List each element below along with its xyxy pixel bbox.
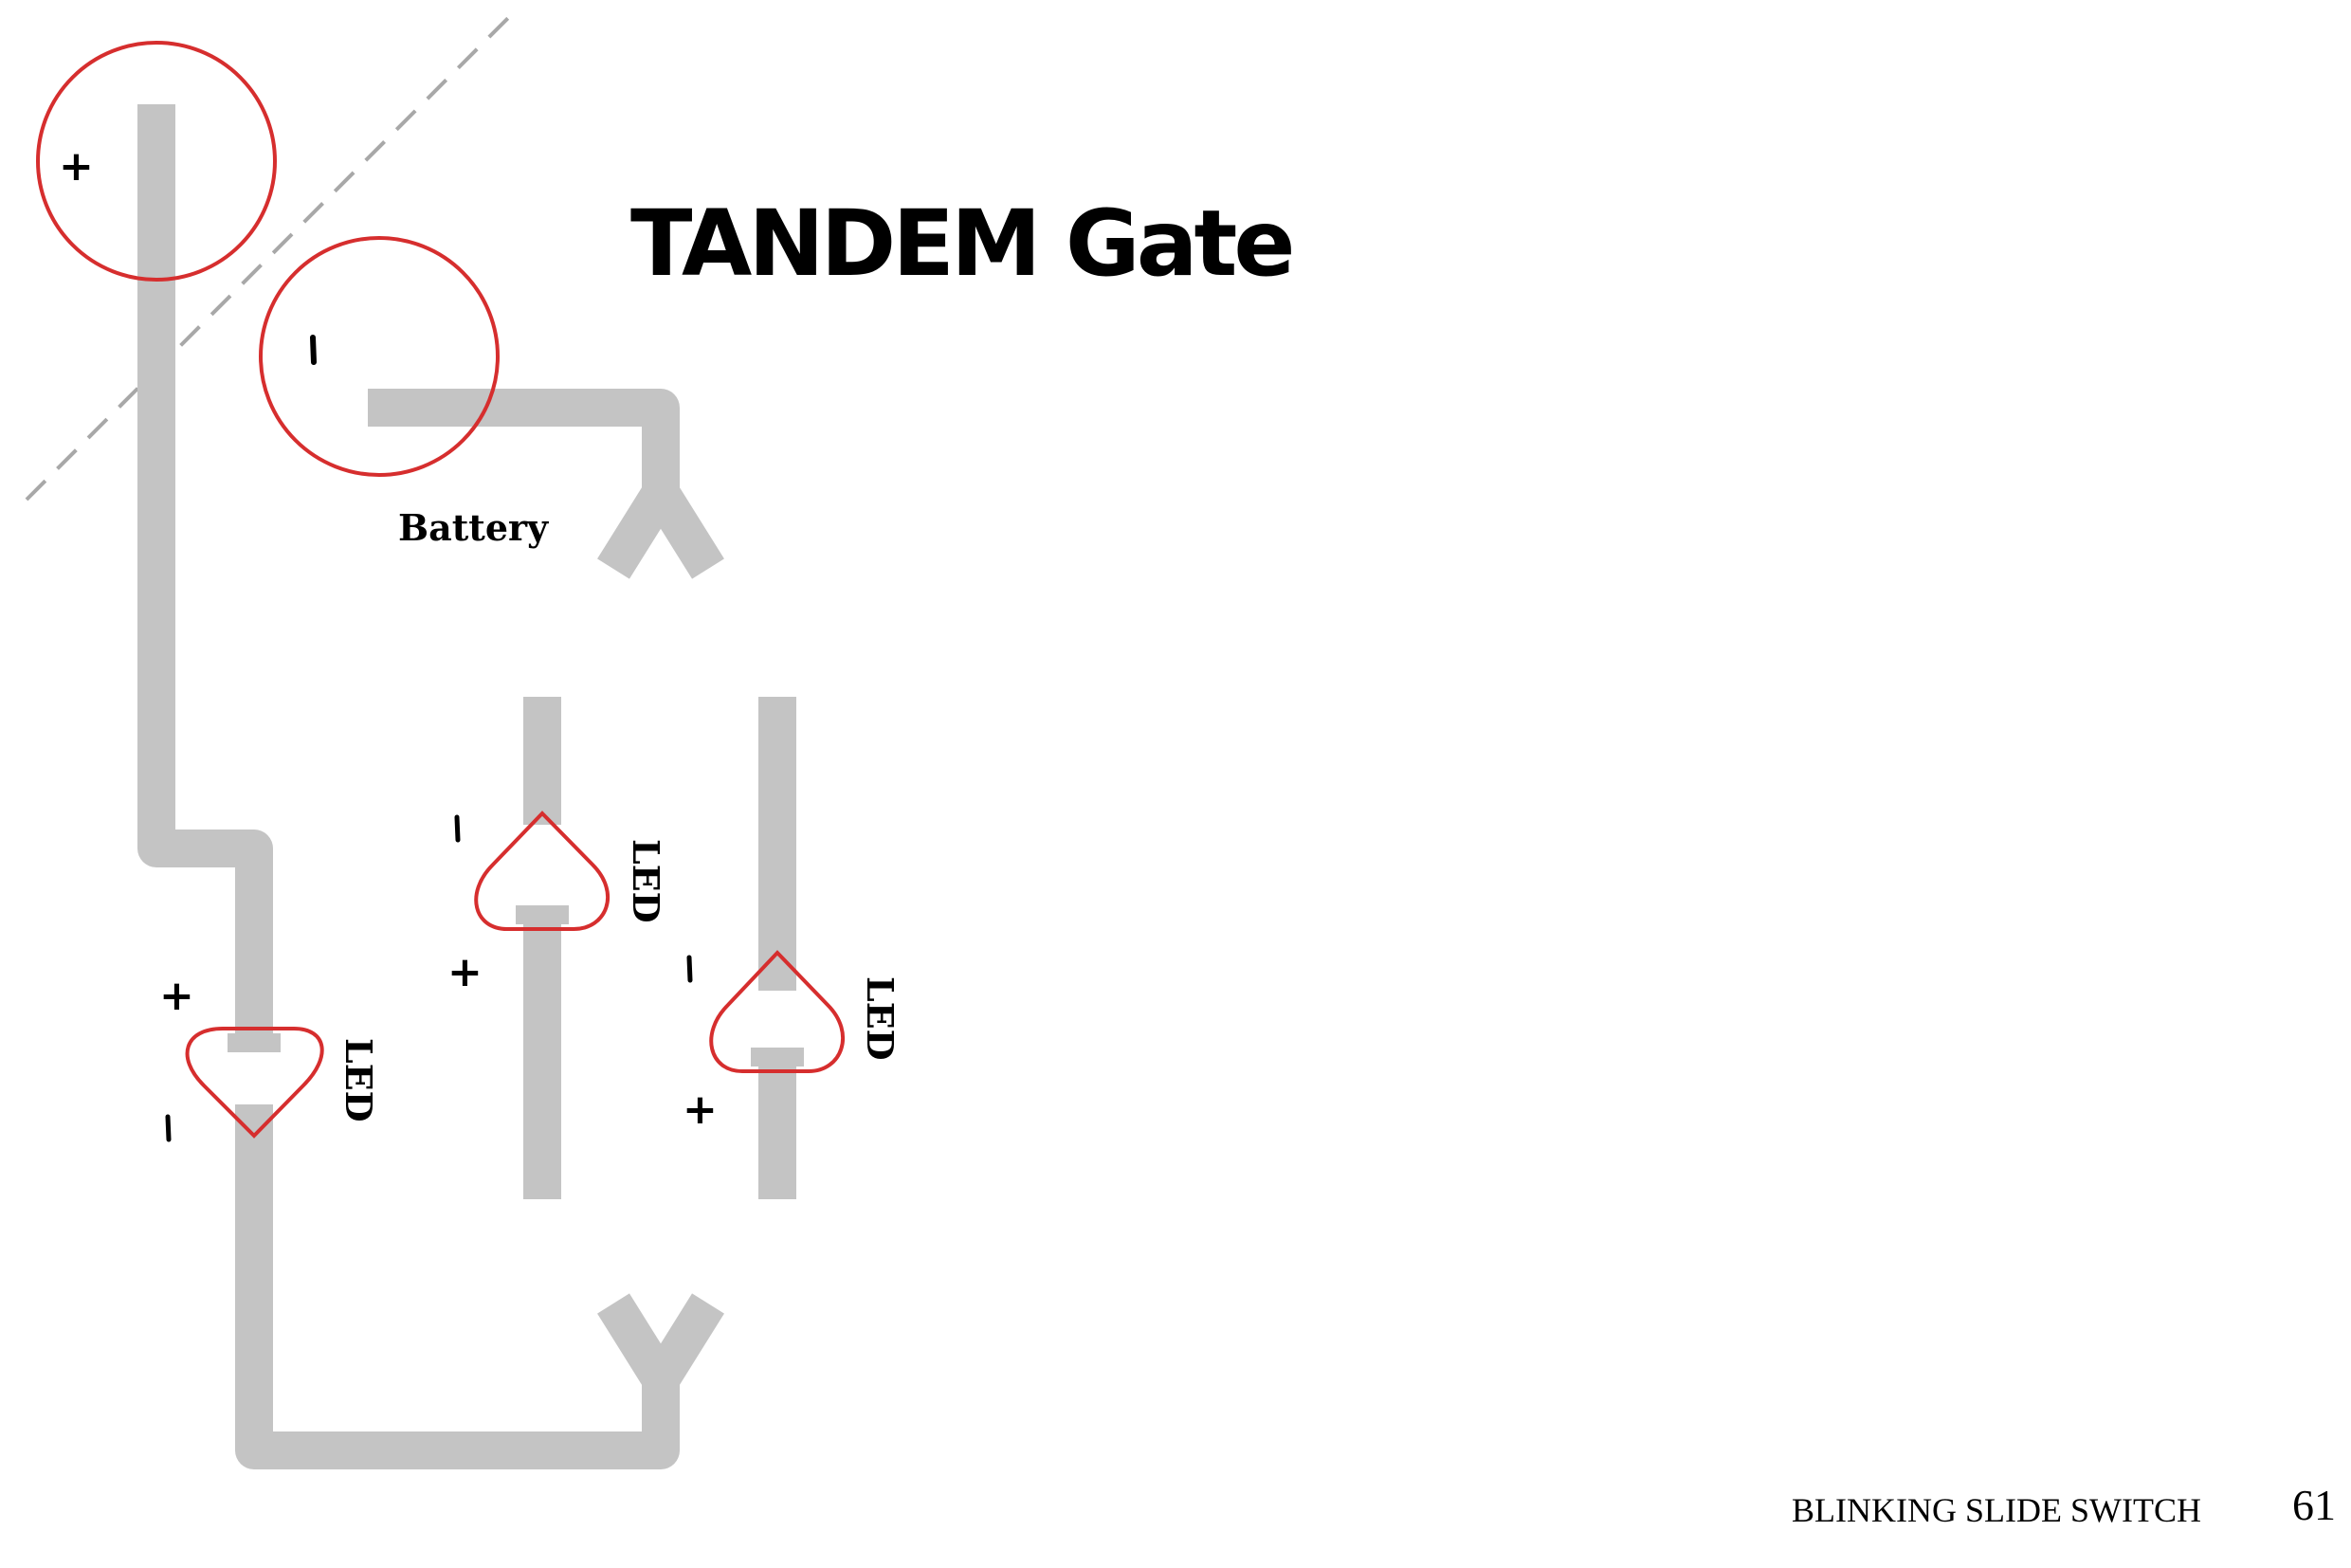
battery-plus-circle [36, 41, 277, 282]
trace-led1-to-bottom-fork [235, 1104, 680, 1469]
top-fork [597, 483, 724, 579]
led-3: + LED [683, 950, 902, 1134]
trace-battery-minus-to-top-fork [368, 389, 680, 493]
led-3-label: LED [859, 976, 902, 1061]
battery-minus-mark [310, 335, 317, 365]
led-1-minus-mark [165, 1114, 172, 1142]
battery-plus-sign: + [59, 142, 94, 191]
led-2: + LED [447, 811, 667, 996]
battery-minus-circle [259, 236, 500, 477]
trace-battery-plus-to-led1 [137, 104, 273, 1052]
led-2-label: LED [625, 839, 667, 923]
led-1-outline [185, 1027, 324, 1139]
led-3-minus-mark [686, 955, 693, 983]
led-1-plus-sign: + [159, 972, 194, 1020]
battery-label: Battery [398, 506, 549, 549]
led-2-minus-mark [454, 814, 461, 843]
led1-gap-pad [228, 1033, 281, 1052]
led-3-plus-sign: + [683, 1085, 718, 1134]
led2-gap-pad [516, 905, 569, 924]
fold-guide-line [25, 12, 514, 501]
led-3-outline [709, 950, 846, 1073]
footer-section-title: BLINKING SLIDE SWITCH [1792, 1491, 2201, 1529]
page-number: 61 [2292, 1481, 2336, 1529]
bottom-fork [597, 1293, 724, 1390]
led-2-outline [474, 811, 611, 931]
led-2-plus-sign: + [447, 948, 483, 996]
circuit-traces [137, 104, 804, 1469]
page-title: TANDEM Gate [630, 191, 1291, 297]
led3-gap-pad [751, 1048, 804, 1067]
led-1-label: LED [337, 1038, 380, 1122]
led-1: + LED [159, 972, 380, 1142]
